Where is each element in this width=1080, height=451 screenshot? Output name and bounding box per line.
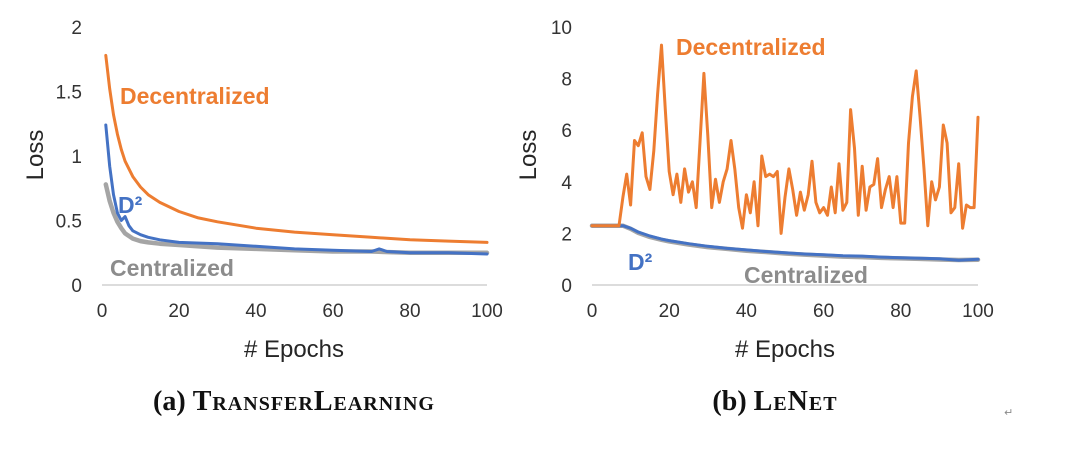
- series-line-decentralized: [590, 43, 980, 235]
- x-tick-label: 40: [736, 301, 757, 322]
- series-lines: [103, 53, 490, 256]
- y-tick-label: 2: [71, 18, 82, 39]
- caption-title: TransferLearning: [193, 386, 435, 417]
- return-mark: ↵: [1004, 406, 1013, 419]
- series-label-decentralized: Decentralized: [676, 34, 826, 60]
- y-axis-title: Loss: [515, 130, 542, 181]
- x-tick-label: 40: [245, 301, 266, 322]
- y-tick-label: 0: [71, 276, 82, 297]
- y-tick-label: 1.5: [56, 83, 82, 104]
- y-tick-label: 2: [561, 224, 572, 245]
- y-tick-labels: 0 2 4 6 8 10: [551, 18, 573, 297]
- x-tick-label: 0: [587, 301, 598, 322]
- series-label-centralized: Centralized: [110, 255, 234, 281]
- caption-label: (a): [153, 386, 186, 417]
- y-tick-label: 0: [561, 276, 572, 297]
- chart-caption: (a) TransferLearning: [153, 386, 435, 417]
- series-label-decentralized: Decentralized: [120, 83, 270, 109]
- y-axis-title: Loss: [22, 130, 49, 181]
- series-line-decentralized: [104, 53, 489, 244]
- x-tick-labels: 0 20 40 60 80 100: [97, 301, 503, 322]
- series-label-d2: D²: [628, 249, 653, 275]
- series-label-d2: D²: [118, 192, 143, 218]
- x-tick-label: 60: [813, 301, 834, 322]
- y-tick-label: 1: [71, 147, 82, 168]
- y-tick-label: 6: [561, 121, 572, 142]
- x-tick-label: 80: [890, 301, 911, 322]
- series-line-d2: [104, 123, 489, 256]
- series-line-d2: [590, 224, 980, 262]
- y-tick-label: 8: [561, 70, 572, 91]
- x-tick-label: 60: [322, 301, 343, 322]
- x-axis-title: # Epochs: [735, 336, 835, 363]
- x-tick-label: 80: [399, 301, 420, 322]
- y-tick-label: 10: [551, 18, 572, 39]
- x-tick-label: 20: [659, 301, 680, 322]
- series-line-centralized: [103, 182, 490, 256]
- caption-title: LeNet: [754, 386, 838, 417]
- chart-transfer-learning: 0 0.5 1 1.5 2 0 20 40 60 80 100 Loss # Epochs Dec…: [22, 18, 503, 417]
- x-tick-label: 100: [471, 301, 503, 322]
- x-tick-label: 0: [97, 301, 108, 322]
- y-tick-label: 0.5: [56, 212, 82, 233]
- chart-caption: (b) LeNet: [712, 386, 837, 417]
- chart-lenet: 0 2 4 6 8 10 0 20 40 60 80 100 Loss # Epochs Decen…: [515, 18, 994, 417]
- caption-label: (b): [712, 386, 746, 417]
- series-label-centralized: Centralized: [744, 262, 868, 288]
- x-axis-title: # Epochs: [244, 336, 344, 363]
- x-tick-label: 100: [962, 301, 994, 322]
- y-tick-labels: 0 0.5 1 1.5 2: [56, 18, 82, 297]
- x-tick-label: 20: [168, 301, 189, 322]
- series-lines: [589, 43, 981, 263]
- y-tick-label: 4: [561, 173, 572, 194]
- x-tick-labels: 0 20 40 60 80 100: [587, 301, 994, 322]
